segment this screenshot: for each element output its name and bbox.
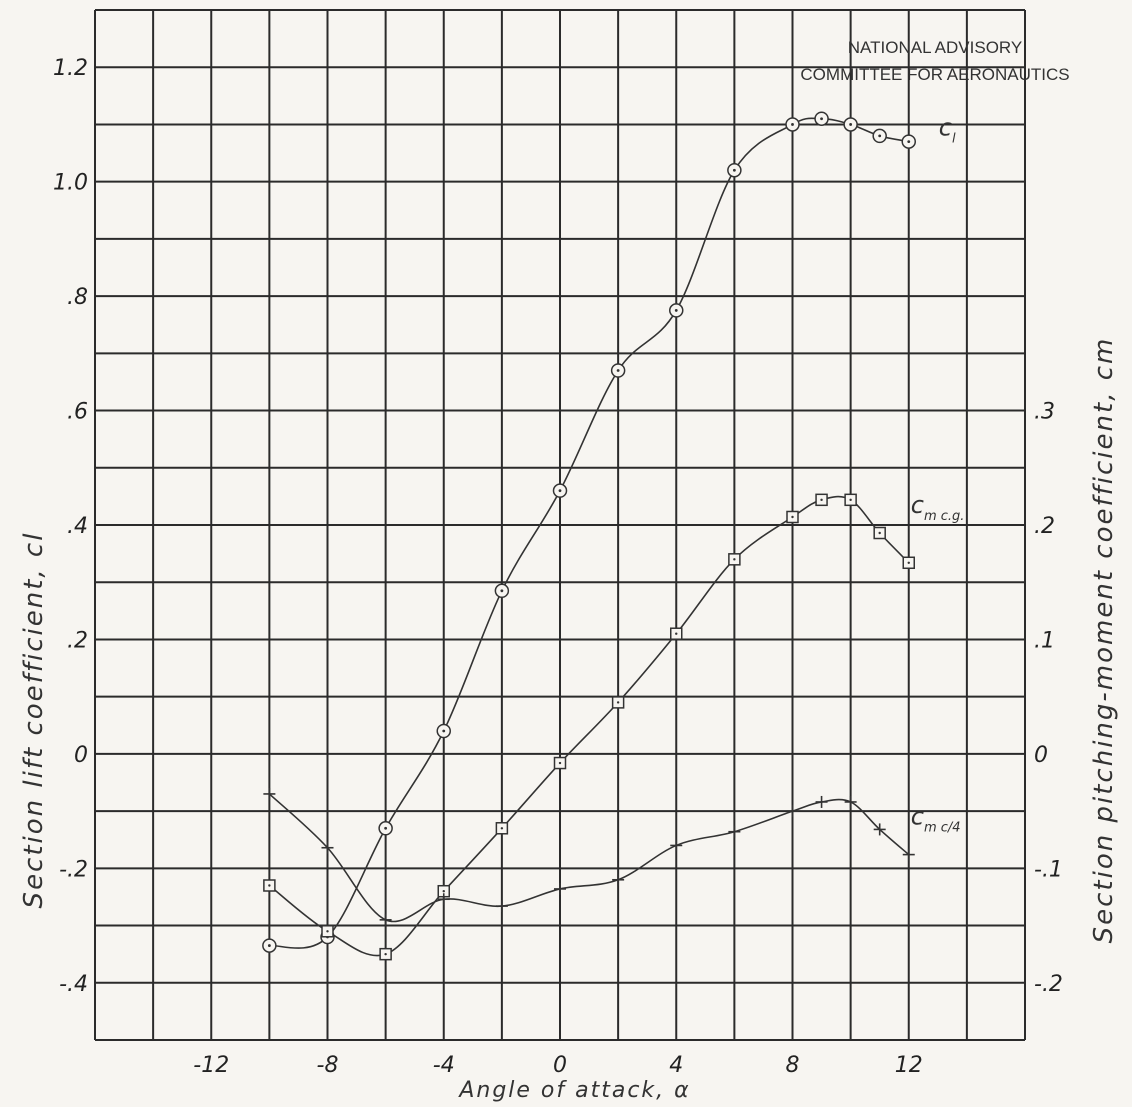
series-line-0 — [269, 117, 909, 949]
y-axis-title-left: Section lift coefficient, cl — [19, 532, 49, 909]
left-tick-label: .4 — [67, 514, 88, 539]
right-tick-label: .2 — [1034, 514, 1055, 539]
left-tick-label: -.4 — [59, 972, 88, 997]
data-point-center — [558, 489, 562, 493]
note-line-1: NATIONAL ADVISORY — [848, 38, 1022, 57]
data-point-center — [616, 369, 620, 372]
y-axis-title-right: Section pitching-moment coefficient, cm — [1089, 337, 1119, 944]
x-tick-label: -4 — [433, 1053, 455, 1078]
data-point-center — [384, 952, 387, 956]
right-tick-label: .3 — [1034, 400, 1055, 425]
note-line-2: COMMITTEE FOR AERONAUTICS — [800, 65, 1069, 84]
x-tick-label: 0 — [553, 1053, 567, 1078]
data-point-center — [820, 117, 823, 121]
tick-labels: -12 -8 -4 0 4 8 12 1.2 1.0 .8 .6 .4 .2 0 -.2 -.4 .3 .2 .1 0… — [53, 56, 1063, 1078]
series-line-2 — [268, 793, 910, 923]
data-point-center — [907, 561, 910, 564]
data-point-center — [820, 498, 823, 502]
data-point-center — [558, 761, 562, 765]
x-tick-label: 8 — [786, 1053, 800, 1078]
left-tick-label: 0 — [74, 743, 88, 768]
data-point-center — [732, 168, 736, 172]
data-point-center — [791, 123, 794, 126]
data-point-center — [849, 123, 853, 126]
x-tick-label: 4 — [669, 1053, 683, 1078]
x-tick-label: -12 — [193, 1053, 229, 1078]
right-tick-label: 0 — [1034, 743, 1048, 768]
series-label-1: cm c.g. — [911, 491, 965, 524]
data-point-center — [442, 890, 445, 893]
data-point-center — [907, 140, 911, 144]
x-tick-label: 12 — [895, 1053, 923, 1078]
data-point-center — [326, 930, 329, 933]
data-point-center — [267, 944, 271, 947]
markers — [262, 111, 916, 961]
data-point-center — [733, 558, 736, 561]
series-labels: cl cm c.g. cm c/4 — [911, 114, 965, 836]
right-tick-label: -.2 — [1034, 972, 1063, 997]
series-label-0: cl — [939, 114, 956, 147]
data-point-center — [268, 884, 271, 887]
data-point-center — [616, 701, 620, 704]
data-point-center — [384, 826, 388, 830]
data-point-center — [878, 531, 881, 535]
data-point-center — [878, 134, 882, 138]
series-line-1 — [268, 495, 910, 957]
left-tick-label: .8 — [67, 285, 88, 310]
data-point-center — [500, 827, 504, 830]
data-point-center — [442, 729, 446, 733]
data-point-center — [791, 515, 794, 519]
left-tick-label: .2 — [67, 628, 88, 653]
left-tick-label: -.2 — [59, 857, 88, 882]
x-tick-label: -8 — [317, 1053, 339, 1078]
right-tick-label: -.1 — [1034, 857, 1063, 882]
data-point-center — [500, 589, 504, 593]
left-tick-label: 1.0 — [53, 171, 88, 196]
curves — [268, 117, 910, 957]
left-tick-label: 1.2 — [53, 56, 88, 81]
data-point-center — [674, 309, 678, 312]
data-point-center — [675, 632, 678, 635]
data-point-center — [849, 498, 852, 502]
right-tick-label: .1 — [1034, 628, 1055, 653]
left-tick-label: .6 — [67, 400, 88, 425]
series-label-2: cm c/4 — [911, 803, 961, 836]
grid — [94, 9, 1026, 1041]
x-axis-title: Angle of attack, α — [457, 1078, 690, 1103]
